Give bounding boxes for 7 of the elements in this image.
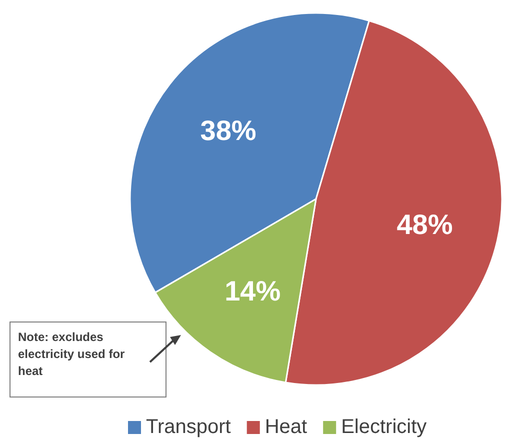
data-label: 38% (200, 114, 256, 146)
data-label: 14% (224, 276, 281, 307)
data-label: 48% (396, 208, 453, 240)
legend-label: Transport (146, 416, 232, 438)
note-box: Note: excludes electricity used for heat (10, 322, 166, 398)
legend-label: Heat (264, 416, 308, 438)
legend-label: Electricity (341, 416, 427, 438)
